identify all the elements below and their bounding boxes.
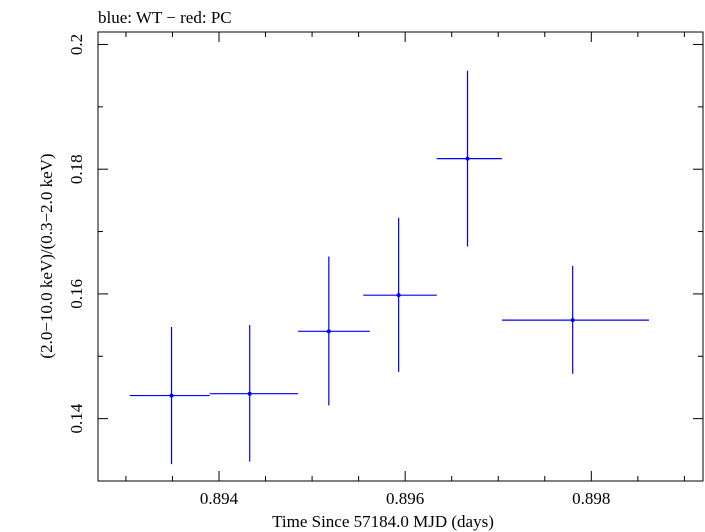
data-marker: [396, 293, 401, 298]
y-tick-label: 0.16: [67, 279, 86, 309]
data-point: [363, 217, 437, 372]
y-tick-label: 0.18: [67, 154, 86, 184]
y-tick-label: 0.14: [67, 403, 86, 433]
plot-frame: [97, 31, 704, 482]
data-marker: [465, 156, 470, 161]
chart-title: blue: WT − red: PC: [98, 8, 232, 27]
data-point: [298, 256, 370, 406]
x-tick-label: 0.896: [386, 489, 424, 508]
data-marker: [247, 391, 252, 396]
axis-tick-labels: 0.894 0.896 0.898 0.14 0.16 0.18 0.2: [67, 34, 610, 508]
axis-ticks: [98, 32, 703, 482]
data-point: [436, 70, 502, 247]
y-tick-label: 0.2: [67, 34, 86, 55]
data-point: [209, 325, 299, 462]
data-point: [129, 326, 210, 465]
data-marker: [169, 393, 174, 398]
y-axis-label: (2.0−10.0 keV)/(0.3−2.0 keV): [37, 153, 56, 358]
x-tick-label: 0.894: [200, 489, 239, 508]
data-points: [129, 70, 650, 465]
x-axis-label: Time Since 57184.0 MJD (days): [272, 512, 494, 531]
data-marker: [326, 329, 331, 334]
data-point: [501, 265, 650, 374]
data-marker: [570, 318, 575, 323]
x-tick-label: 0.898: [572, 489, 610, 508]
